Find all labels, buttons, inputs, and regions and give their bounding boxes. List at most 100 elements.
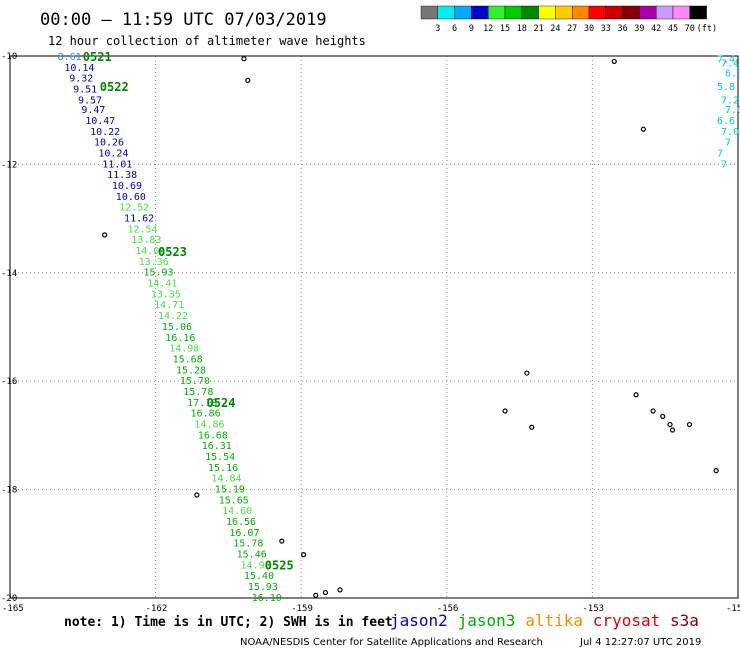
swh-value-label: 9.32 (69, 74, 93, 85)
swh-value-label: 15.19 (215, 485, 245, 496)
x-tick-label: -162 (146, 604, 168, 614)
swh-value-label: 10.47 (85, 116, 115, 127)
island-mark (301, 552, 307, 558)
y-tick-label: -20 (1, 594, 17, 604)
swh-value-label-right: 6.6 (717, 116, 735, 127)
color-scale-label: 45 (668, 24, 678, 34)
island-mark (713, 468, 719, 474)
chart-title: 00:00 – 11:59 UTC 07/03/2019 (40, 10, 327, 30)
color-scale-swatch (639, 5, 657, 20)
x-tick-label: -165 (2, 604, 24, 614)
swh-value-label: 9.47 (81, 105, 105, 116)
island-mark (669, 427, 676, 433)
color-scale-label: 18 (517, 24, 527, 34)
footer-timestamp: Jul 4 12:27:07 UTC 2019 (579, 637, 701, 648)
y-tick-label: -16 (1, 377, 17, 387)
swh-value-label: 9.57 (78, 95, 102, 106)
swh-value-label: 15.78 (183, 387, 213, 398)
y-tick-label: -14 (1, 269, 17, 279)
color-scale-swatch (420, 5, 438, 20)
island-mark (650, 408, 656, 414)
swh-value-label: 16.68 (198, 430, 228, 441)
color-scale-label: 9 (469, 24, 474, 34)
island-mark (502, 408, 508, 414)
swh-value-label-right: 7.4 (717, 55, 735, 66)
color-scale-label: 12 (483, 24, 493, 34)
chart-subtitle: 12 hour collection of altimeter wave hei… (48, 34, 366, 48)
swh-value-label: 15.93 (143, 268, 173, 279)
grid-lines (10, 56, 738, 598)
color-scale-swatch (538, 5, 556, 20)
color-scale-label: 6 (452, 24, 457, 34)
color-scale-swatch (656, 5, 674, 20)
island-mark (529, 424, 535, 430)
island-mark (337, 587, 343, 593)
swh-value-label: 14.60 (222, 506, 252, 517)
swh-value-label: 16.86 (191, 409, 221, 420)
color-scale-swatch (488, 5, 506, 20)
swh-value-label-right: 5.8 (717, 82, 735, 93)
time-label: 0522 (100, 80, 129, 94)
y-tick-label: -12 (1, 160, 17, 170)
satellite-s3a: s3a (670, 611, 699, 630)
x-tick-label: -159 (291, 604, 313, 614)
swh-value-label: 12.52 (119, 203, 149, 214)
color-scale-label: 36 (617, 24, 627, 34)
swh-value-label-right: 7.0 (725, 105, 740, 116)
color-scale-label: 42 (651, 24, 661, 34)
color-scale-legend: 3 6 9 12 15 18 21 24 27 30 33 36 39 42 45 70 (ft) (420, 5, 717, 34)
color-scale-label: 70 (685, 24, 695, 34)
island-mark (279, 538, 285, 544)
swh-value-label: 14.22 (158, 311, 188, 322)
color-scale-swatch (437, 5, 455, 20)
swh-value-label: 16.16 (165, 333, 195, 344)
color-scale-swatch (521, 5, 539, 20)
color-scale-label: 3 (435, 24, 440, 34)
y-axis-ticks: -10 -12 -14 -16 -18 -20 (1, 52, 17, 604)
island-mark (194, 492, 200, 498)
color-scale-label: 33 (601, 24, 611, 34)
color-scale-swatch (454, 5, 472, 20)
island-mark (611, 58, 617, 65)
color-scale-swatch (572, 5, 590, 20)
island-mark (686, 421, 693, 428)
satellite-legend: jason2 jason3 altika cryosat s3a (390, 611, 699, 630)
island-mark (322, 589, 329, 596)
swh-value-label: 13.35 (151, 289, 181, 300)
swh-value-label: 10.69 (112, 181, 142, 192)
satellite-altika: altika (525, 611, 583, 630)
swh-value-label: 15.46 (237, 550, 267, 561)
swh-value-label: 14.98 (169, 344, 199, 355)
swh-value-label-right: 7 (721, 159, 727, 170)
color-scale-label: 30 (584, 24, 594, 34)
island-mark (102, 232, 108, 238)
color-scale-swatch (504, 5, 522, 20)
color-scale-swatch (555, 5, 573, 20)
swh-value-label-right: 7.4 (721, 59, 739, 70)
time-label: 0525 (265, 558, 294, 572)
time-labels: 0521 0522 0523 0524 0525 (83, 50, 294, 572)
island-mark (633, 392, 639, 398)
island-mark (241, 56, 247, 62)
swh-value-label: 15.28 (176, 365, 206, 376)
swh-value-label: 14.00 (135, 246, 165, 257)
swh-value-label: 14.84 (211, 474, 241, 485)
island-mark (313, 592, 319, 598)
swh-value-label: 11.62 (124, 214, 154, 225)
swh-value-label: 14.71 (154, 300, 184, 311)
island-mark (667, 421, 673, 428)
y-tick-label: -10 (1, 52, 17, 62)
islands-layer (102, 56, 719, 598)
color-scale-label: 39 (634, 24, 644, 34)
color-scale-unit: (ft) (697, 24, 717, 34)
plot-frame (9, 55, 739, 599)
footer-note: note: 1) Time is in UTC; 2) SWH is in fe… (64, 615, 393, 630)
swh-value-label-right: 7 (717, 148, 723, 159)
swh-value-label: 10.24 (98, 148, 128, 159)
swh-value-label-right: 7.0 (721, 127, 739, 138)
x-tick-label: -150 (726, 604, 740, 614)
y-tick-label: -18 (1, 486, 17, 496)
swh-value-label: 15.93 (248, 582, 278, 593)
